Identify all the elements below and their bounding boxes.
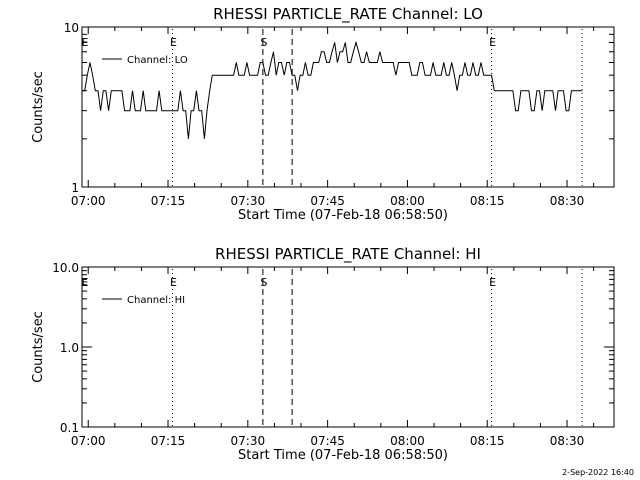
footer-timestamp: 2-Sep-2022 16:40 xyxy=(562,468,634,477)
x-tick-label: 07:00 xyxy=(71,194,106,208)
event-marker-label: S xyxy=(260,36,267,49)
legend: Channel: HI xyxy=(102,295,185,306)
x-tick-label: 08:00 xyxy=(390,434,425,448)
x-tick-label: 07:45 xyxy=(310,434,345,448)
x-axis: 07:00 07:15 07:30 07:45 08:00 08:15 08:30 Start… xyxy=(71,27,595,223)
plot-frame xyxy=(81,26,615,188)
legend-label: Channel: LO xyxy=(127,55,188,66)
event-marker-label: E xyxy=(82,36,89,49)
x-axis: 07:00 07:15 07:30 07:45 08:00 08:15 08:30 Start… xyxy=(71,267,595,463)
event-marker-label: S xyxy=(260,276,267,289)
series-line xyxy=(82,40,583,139)
chart-title: RHESSI PARTICLE_RATE Channel: HI xyxy=(215,245,481,264)
chart-title: RHESSI PARTICLE_RATE Channel: LO xyxy=(213,5,483,24)
y-axis-label: Counts/sec xyxy=(31,71,46,143)
legend: Channel: LO xyxy=(102,55,188,66)
x-tick-label: 08:15 xyxy=(470,434,505,448)
x-tick-label: 08:30 xyxy=(550,194,585,208)
event-marker-label: E xyxy=(82,276,89,289)
x-axis-label: Start Time (07-Feb-18 06:58:50) xyxy=(238,448,448,463)
series-0 xyxy=(82,40,583,139)
y-axis: 1 10 Counts/sec xyxy=(31,21,614,195)
y-tick-label: 1.0 xyxy=(60,341,79,355)
y-tick-label: 10.0 xyxy=(52,261,79,275)
x-tick-label: 07:15 xyxy=(151,194,186,208)
y-tick-label: 10 xyxy=(64,21,79,35)
x-tick-label: 07:00 xyxy=(71,434,106,448)
event-marker-label: E xyxy=(489,276,496,289)
event-markers: E S EE xyxy=(82,269,583,427)
event-marker-label: E xyxy=(170,36,177,49)
y-axis-label: Counts/sec xyxy=(31,311,46,383)
x-tick-label: 07:30 xyxy=(231,434,266,448)
y-tick-label: 0.1 xyxy=(60,421,79,435)
legend-label: Channel: HI xyxy=(127,295,185,306)
y-axis: 0.1 1.0 10.0 Counts/sec xyxy=(31,261,614,435)
event-marker-label: E xyxy=(489,36,496,49)
x-tick-label: 08:30 xyxy=(550,434,585,448)
x-tick-label: 07:45 xyxy=(310,194,345,208)
x-tick-label: 08:00 xyxy=(390,194,425,208)
y-tick-label: 1 xyxy=(71,181,79,195)
event-markers: E S EE xyxy=(82,29,583,187)
x-tick-label: 07:15 xyxy=(151,434,186,448)
event-marker-label: E xyxy=(170,276,177,289)
x-tick-label: 07:30 xyxy=(231,194,266,208)
plot-frame xyxy=(81,266,615,428)
x-axis-label: Start Time (07-Feb-18 06:58:50) xyxy=(238,208,448,223)
x-tick-label: 08:15 xyxy=(470,194,505,208)
